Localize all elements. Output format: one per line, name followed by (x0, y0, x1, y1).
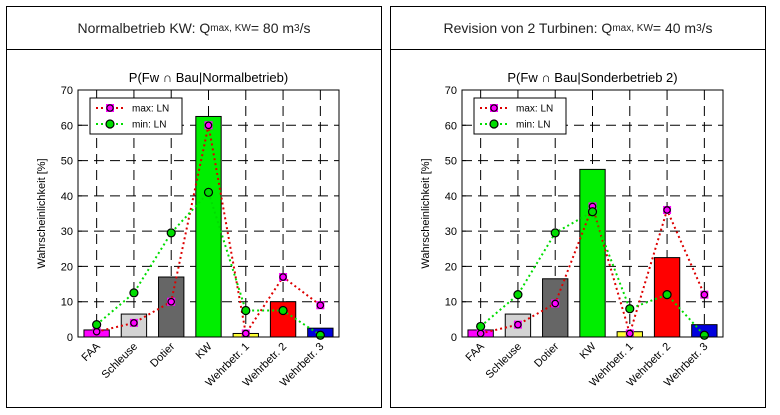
header-prefix: Normalbetrieb KW: Q (77, 20, 211, 36)
chart-title: P(Fw ∩ Bau|Normalbetrieb) (129, 70, 288, 85)
plot-border (461, 89, 724, 338)
header-suffix: /s (701, 20, 713, 36)
legend-box (473, 97, 567, 135)
y-axis-label: Wahrscheinlichkeit [%] (36, 158, 48, 268)
y-tick-label: 0 (451, 332, 457, 344)
marker-min (476, 321, 486, 332)
y-tick-label: 40 (61, 191, 73, 203)
marker-min (550, 228, 560, 238)
header-prefix: Revision von 2 Turbinen: Q (443, 20, 613, 36)
legend-marker-max-dot (490, 104, 498, 112)
marker-min (625, 304, 635, 314)
marker-max-dot (663, 206, 671, 214)
legend-label: max: LN (516, 104, 553, 115)
marker-min (662, 290, 672, 300)
header-suffix: /s (299, 20, 311, 36)
marker-min (513, 290, 523, 300)
marker-min (699, 330, 709, 340)
y-tick-label: 50 (61, 156, 73, 168)
marker-min (166, 228, 176, 238)
marker-min (203, 187, 214, 197)
header-sub: max, KW (612, 22, 653, 34)
marker-min (92, 320, 102, 330)
y-axis-label: Wahrscheinlichkeit [%] (420, 158, 432, 268)
y-tick-label: 10 (61, 297, 73, 309)
y-tick-label: 40 (445, 191, 457, 203)
bar-kw (579, 168, 606, 338)
y-tick-label: 70 (445, 85, 457, 97)
x-tick-label: Dotier (148, 340, 177, 369)
chart-title: P(Fw ∩ Bau|Sonderbetrieb 2) (507, 70, 677, 85)
marker-max-dot (241, 329, 250, 338)
x-tick-label: FAA (464, 340, 488, 364)
marker-max-dot (92, 327, 101, 336)
x-tick-label: Schleuse (484, 341, 524, 381)
y-tick-label: 70 (61, 85, 73, 97)
header-mid: = 40 m (652, 20, 697, 36)
header-mid: = 80 m (250, 20, 295, 36)
plot-border (77, 89, 340, 338)
legend-box (89, 97, 183, 135)
y-tick-label: 10 (445, 297, 457, 309)
header-sup: 3 (294, 22, 300, 34)
x-tick-label: KW (194, 340, 215, 361)
marker-min (241, 305, 251, 316)
marker-min (129, 288, 139, 298)
y-tick-label: 30 (61, 226, 73, 238)
marker-max-dot (700, 290, 709, 299)
marker-max-dot (625, 329, 634, 338)
y-tick-label: 20 (61, 261, 73, 273)
x-tick-label: KW (578, 340, 599, 361)
y-tick-label: 50 (445, 156, 457, 168)
y-tick-label: 60 (61, 120, 73, 132)
marker-max-dot (130, 319, 138, 327)
y-tick-label: 20 (445, 261, 457, 273)
legend-label: min: LN (516, 120, 550, 131)
marker-min (278, 305, 288, 316)
marker-max-dot (167, 297, 176, 306)
marker-max-dot (514, 320, 522, 329)
marker-min (587, 207, 598, 217)
marker-max-dot (476, 329, 485, 338)
y-tick-label: 30 (445, 226, 457, 238)
marker-max-dot (316, 301, 325, 310)
x-tick-label: FAA (80, 340, 104, 364)
legend-label: min: LN (132, 120, 166, 131)
legend-marker-max-dot (106, 104, 114, 112)
x-tick-label: Dotier (532, 340, 561, 369)
y-tick-label: 0 (67, 332, 73, 344)
marker-max-dot (204, 121, 213, 130)
y-tick-label: 60 (445, 120, 457, 132)
bar-kw (195, 115, 222, 338)
header-sup: 3 (696, 22, 702, 34)
legend-marker-min (489, 119, 499, 129)
legend-label: max: LN (132, 104, 169, 115)
marker-max-dot (551, 299, 560, 308)
x-tick-label: Schleuse (100, 341, 140, 381)
marker-max-dot (279, 273, 287, 281)
marker-min (315, 330, 325, 340)
legend-marker-min (105, 119, 115, 129)
header-sub: max, KW (210, 22, 251, 34)
